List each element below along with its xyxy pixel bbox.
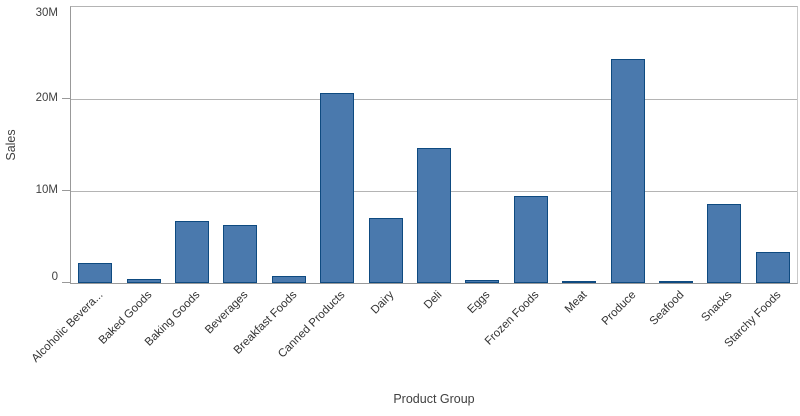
bar[interactable] [126,279,161,283]
y-tick-label: 10M [35,184,58,196]
plot-area [70,6,798,284]
bar[interactable] [271,276,306,283]
y-tick-label: 20M [35,92,58,104]
bar[interactable] [610,59,645,283]
y-axis-title: Sales [4,129,18,161]
y-axis-tick [62,190,70,191]
bar[interactable] [755,252,790,283]
y-axis-tick [62,98,70,99]
y-tick-label: 0 [51,271,58,283]
y-tick-label: 30M [35,7,58,19]
bar[interactable] [78,263,113,283]
bar[interactable] [513,196,548,283]
bar[interactable] [562,281,597,283]
bar[interactable] [223,225,258,283]
x-axis-title: Product Group [393,392,475,406]
bar[interactable] [707,204,742,283]
bar[interactable] [320,93,355,283]
bar[interactable] [175,221,209,283]
gridline [71,99,797,100]
bar[interactable] [417,148,451,283]
bar[interactable] [368,218,403,283]
y-axis-tick [62,282,70,283]
bar[interactable] [659,281,693,283]
bar[interactable] [465,280,500,283]
